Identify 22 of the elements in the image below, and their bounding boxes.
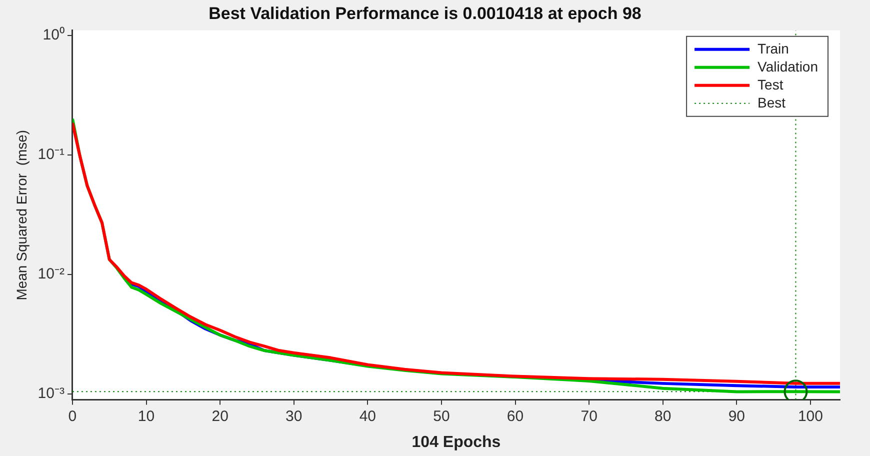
x-tick-label: 70 [580,408,598,425]
x-tick-label: 40 [359,408,376,425]
y-tick-label: 10⁻¹ [38,146,64,163]
chart-title: Best Validation Performance is 0.0010418 at epoch 98 [208,4,642,23]
legend-label: Test [758,76,784,92]
x-tick-label: 20 [212,408,228,425]
x-axis-title: 104 Epochs [412,434,501,451]
ref-line-label: Best [758,94,786,110]
x-tick-label: 80 [654,408,672,425]
y-tick-label: 10⁻³ [38,384,64,402]
y-axis-title: Mean Squared Error (mse) [13,130,30,300]
y-tick-label: 10⁰ [42,26,64,44]
x-tick-label: 90 [728,408,746,425]
legend-label: Train [758,40,789,56]
x-tick-label: 0 [68,408,77,425]
x-tick-label: 100 [798,408,823,425]
x-tick-label: 30 [286,408,302,425]
x-tick-label: 50 [433,408,450,425]
legend-label: Validation [758,58,818,74]
x-tick-label: 60 [506,408,524,425]
x-tick-label: 10 [138,408,155,425]
y-tick-label: 10⁻² [38,265,64,282]
